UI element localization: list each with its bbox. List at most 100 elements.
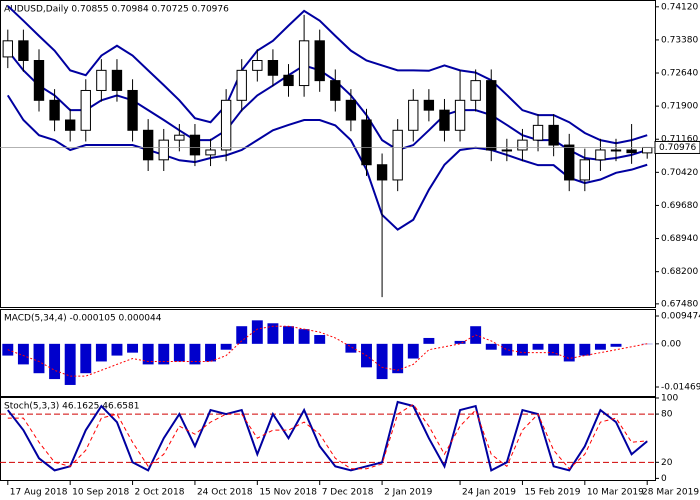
stoch-title: Stoch(5,3,3) 46.1625 46.6581 <box>4 402 139 412</box>
y-tick-label: 0 <box>661 474 667 484</box>
price-panel <box>0 0 656 308</box>
histogram-bar <box>95 343 107 362</box>
macd-title: MACD(5,34,4) -0.000105 0.000044 <box>4 314 162 324</box>
candle-body <box>205 149 216 156</box>
candle-body <box>626 149 637 154</box>
y-tick-label: 100 <box>661 394 678 404</box>
histogram-bar <box>80 343 92 374</box>
y-tick-label: 0.009474 <box>661 312 700 322</box>
histogram-bar <box>111 343 123 356</box>
candle-body <box>96 69 107 91</box>
candle-body <box>517 139 528 151</box>
candle-body <box>65 119 76 131</box>
candle-body <box>579 159 591 181</box>
current-price-box <box>654 140 700 154</box>
y-tick-label: 0.73380 <box>661 35 698 45</box>
x-tick-label: 10 Sep 2018 <box>72 488 129 498</box>
histogram-bar <box>142 343 154 365</box>
histogram-bar <box>485 343 497 350</box>
candle-body <box>174 134 185 141</box>
y-tick-label: 0.71900 <box>661 102 698 112</box>
histogram-bar <box>532 343 544 350</box>
candle-body <box>595 149 606 161</box>
candle-body <box>564 144 575 181</box>
candle-body <box>189 134 201 156</box>
candle-body <box>361 119 372 166</box>
histogram-bar <box>392 343 404 374</box>
y-tick-label: 80 <box>661 410 673 420</box>
y-tick-label: 0.67480 <box>661 299 698 309</box>
candle-body <box>408 99 419 131</box>
histogram-bar <box>407 343 419 359</box>
histogram-bar <box>64 343 76 385</box>
histogram-bar <box>283 326 294 344</box>
x-tick-label: 24 Jan 2019 <box>462 488 516 498</box>
histogram-bar <box>594 343 606 350</box>
histogram-bar <box>49 343 61 380</box>
candle-body <box>252 60 263 71</box>
histogram-bar <box>205 343 216 362</box>
histogram-bar <box>314 335 326 344</box>
current-price-label: 0.70976 <box>659 143 696 153</box>
candle-body <box>127 89 138 131</box>
candle-body <box>454 99 466 131</box>
x-tick-label: 15 Nov 2018 <box>259 488 317 498</box>
candle-body <box>142 129 154 161</box>
candle-body <box>267 60 279 76</box>
candle-body <box>345 99 357 121</box>
x-tick-label: 2 Jan 2019 <box>384 488 432 498</box>
candle-body <box>220 99 232 151</box>
y-tick-label: 0.70420 <box>661 168 698 178</box>
candle-body <box>392 129 403 181</box>
histogram-bar <box>236 326 248 344</box>
histogram-bar <box>17 343 29 365</box>
candle-body <box>330 80 341 101</box>
candle-body <box>439 109 450 131</box>
x-tick-label: 17 Aug 2018 <box>10 488 68 498</box>
y-tick-label: 0.00 <box>661 339 681 349</box>
candle-body <box>236 69 247 101</box>
y-tick-label: 0.68200 <box>661 267 698 277</box>
x-tick-label: 28 Mar 2019 <box>642 488 699 498</box>
histogram-bar <box>454 340 466 344</box>
y-tick-label: 0.71160 <box>661 135 698 145</box>
histogram-bar <box>127 343 139 353</box>
candle-body <box>80 89 91 131</box>
series-line <box>7 325 648 377</box>
candle-body <box>470 80 481 101</box>
series-line <box>7 403 648 470</box>
candle-body <box>610 149 622 152</box>
y-tick-label: 0.69680 <box>661 201 698 211</box>
candle-body <box>111 69 123 91</box>
series-line <box>7 5 648 145</box>
candle-body <box>2 40 13 58</box>
candle-body <box>376 164 388 181</box>
stoch-panel <box>0 397 656 481</box>
y-tick-label: 0.74120 <box>661 2 698 12</box>
x-tick-label: 24 Oct 2018 <box>197 488 253 498</box>
histogram-bar <box>548 343 560 356</box>
y-tick-label: 0.68940 <box>661 234 698 244</box>
histogram-bar <box>345 343 357 353</box>
histogram-bar <box>563 343 575 362</box>
candle-body <box>642 146 653 154</box>
histogram-bar <box>173 343 185 362</box>
y-tick-label: 0.72640 <box>661 69 698 79</box>
histogram-bar <box>158 343 170 365</box>
macd-panel <box>0 309 656 397</box>
histogram-bar <box>189 343 201 365</box>
candle-body <box>18 40 29 61</box>
x-tick-label: 7 Dec 2018 <box>322 488 374 498</box>
candle-body <box>423 99 435 111</box>
histogram-bar <box>267 323 279 344</box>
price-title: AUDUSD,Daily 0.70855 0.70984 0.70725 0.7… <box>4 5 229 15</box>
histogram-bar <box>516 343 528 356</box>
candle-body <box>532 124 544 141</box>
series-line <box>6 94 648 231</box>
histogram-bar <box>423 337 435 344</box>
histogram-bar <box>251 320 263 344</box>
candle-body <box>486 80 497 151</box>
candle-body <box>158 139 169 161</box>
histogram-bar <box>298 329 310 344</box>
